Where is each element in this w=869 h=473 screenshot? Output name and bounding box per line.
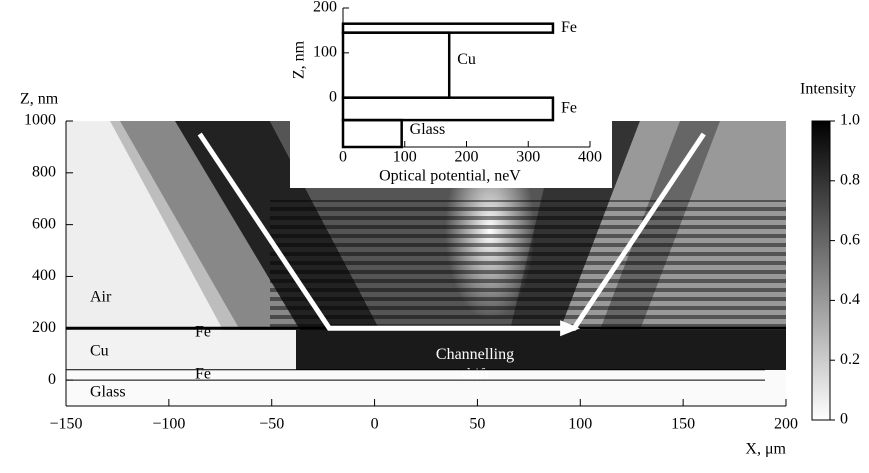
layer-label: Fe: [195, 324, 211, 341]
y-tick-label: 600: [32, 215, 56, 232]
inset-x-tick-label: 300: [516, 149, 540, 166]
y-axis-label: Z, nm: [20, 91, 59, 108]
layer-label: Fe: [195, 366, 211, 383]
x-tick-label: 150: [671, 416, 695, 433]
layer-name: Fe: [561, 19, 577, 36]
layer-label: Cu: [90, 343, 109, 360]
inset-x-label: Optical potential, neV: [379, 168, 521, 185]
y-tick-label: 1000: [24, 112, 56, 129]
layer-name: Cu: [457, 51, 476, 68]
inset-x-tick-label: 200: [455, 149, 479, 166]
x-tick-label: −150: [49, 416, 82, 433]
layer-profile: [341, 118, 403, 149]
arrow-head: [560, 320, 581, 337]
x-tick-label: −100: [152, 416, 185, 433]
layer-name: Fe: [561, 100, 577, 117]
heatmap: [66, 121, 786, 406]
colorbar-title: Intensity: [800, 81, 856, 98]
y-tick-label: 0: [48, 371, 56, 388]
inset-y-tick-label: 0: [329, 88, 337, 105]
x-axis-label: X, μm: [745, 441, 786, 458]
layer-label: Air: [90, 289, 112, 306]
inset-y-tick-label: 200: [313, 0, 337, 16]
arrow: [197, 132, 706, 331]
inset-x-tick-label: 0: [339, 149, 347, 166]
x-tick-label: −50: [259, 416, 284, 433]
colorbar-tick-label: 1.0: [840, 112, 860, 129]
x-tick-label: 50: [469, 416, 485, 433]
layer-label: Glass: [90, 384, 126, 401]
inset-y-label: Z, nm: [291, 40, 308, 79]
inset-x-tick-label: 100: [393, 149, 417, 166]
y-tick-label: 200: [32, 319, 56, 336]
y-tick-label: 800: [32, 163, 56, 180]
x-tick-label: 0: [371, 416, 379, 433]
inset-y-tick-label: 100: [313, 44, 337, 61]
y-tick-label: 400: [32, 267, 56, 284]
inset-x-tick-label: 400: [578, 149, 602, 166]
layer-profile: [341, 96, 555, 122]
layer-name: Glass: [410, 121, 446, 138]
colorbar: [811, 120, 831, 421]
x-tick-label: 200: [774, 416, 798, 433]
x-tick-label: 100: [568, 416, 592, 433]
colorbar-tick-label: 0.8: [840, 171, 860, 188]
colorbar-tick-label: 0.2: [840, 351, 860, 368]
colorbar-tick-label: 0.6: [840, 231, 860, 248]
colorbar-tick-label: 0.4: [840, 291, 860, 308]
colorbar-tick-label: 0: [840, 411, 848, 428]
